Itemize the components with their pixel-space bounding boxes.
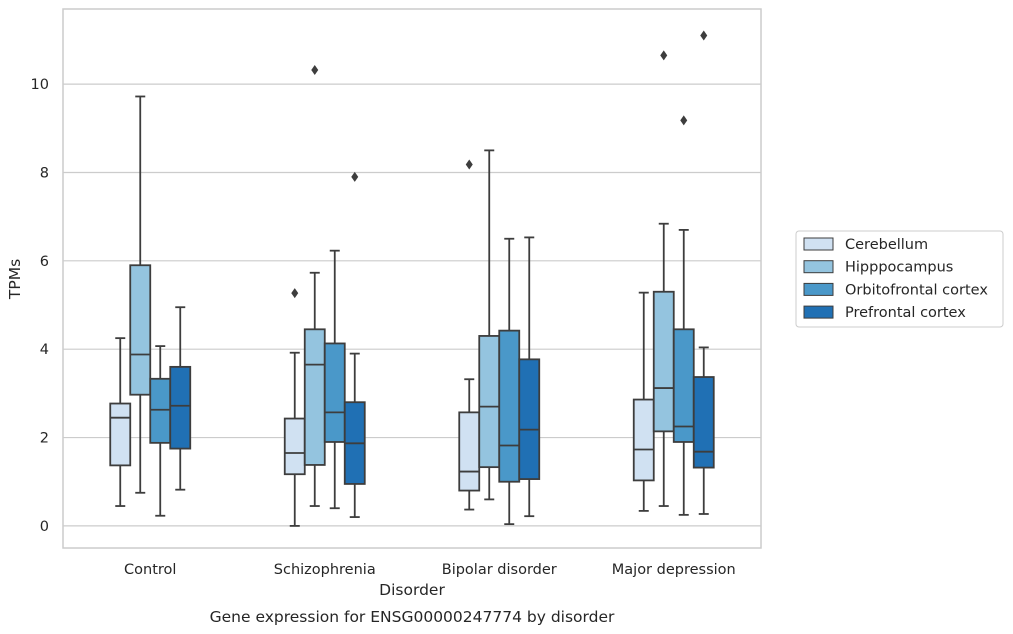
legend-label: Prefrontal cortex — [845, 305, 966, 321]
y-axis-title: TPMs — [6, 259, 24, 300]
y-tick-label: 4 — [40, 342, 49, 358]
box — [129, 264, 152, 396]
box — [518, 358, 541, 480]
box — [632, 398, 655, 482]
box — [478, 335, 501, 469]
legend-swatch — [803, 282, 834, 296]
y-tick-label: 6 — [40, 254, 49, 270]
x-axis-ticks: Control Schizophrenia Bipolar disorder Majo… — [124, 562, 736, 578]
chart-title: Gene expression for ENSG00000247774 by d… — [210, 608, 615, 626]
box — [303, 328, 326, 466]
outlier-marker — [700, 30, 708, 41]
x-tick-label: Bipolar disorder — [442, 562, 557, 578]
x-tick-label: Schizophrenia — [274, 562, 376, 578]
legend-swatch — [803, 237, 834, 251]
x-tick-label: Control — [124, 562, 176, 578]
plot-area — [62, 8, 762, 549]
y-tick-label: 2 — [40, 431, 49, 447]
box — [692, 376, 715, 469]
box — [672, 328, 695, 443]
legend-frame — [795, 230, 1004, 328]
y-tick-label: 8 — [40, 165, 49, 181]
box — [652, 290, 675, 433]
box — [149, 377, 172, 444]
legend-label: Orbitofrontal cortex — [845, 282, 988, 298]
legend-label: Cerebellum — [845, 237, 928, 253]
outlier-marker — [351, 171, 359, 182]
legend-label: Hipppocampus — [845, 260, 953, 276]
legend: Cerebellum Hipppocampus Orbitofrontal cort… — [795, 230, 1004, 328]
outlier-marker — [465, 159, 473, 170]
box — [458, 411, 481, 492]
box — [283, 417, 306, 476]
box — [109, 402, 132, 467]
y-axis-ticks: 0 2 4 6 8 10 — [31, 77, 49, 535]
x-tick-label: Major depression — [612, 562, 736, 578]
outlier-marker — [680, 115, 688, 126]
outlier-marker — [660, 50, 668, 61]
legend-swatch — [803, 305, 834, 319]
x-axis-title: Disorder — [379, 581, 445, 599]
box — [498, 329, 521, 483]
box — [169, 365, 192, 450]
box-series — [109, 30, 715, 527]
outlier-marker — [291, 288, 299, 299]
y-tick-label: 0 — [40, 519, 49, 535]
box — [323, 342, 346, 443]
legend-swatch — [803, 260, 834, 274]
y-tick-label: 10 — [31, 77, 49, 93]
outlier-marker — [311, 64, 319, 75]
